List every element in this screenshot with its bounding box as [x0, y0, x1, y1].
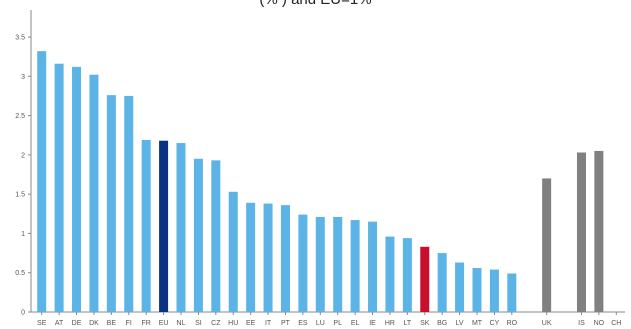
bar-lv [455, 262, 465, 312]
bar-sk [420, 246, 430, 312]
bar-hr [385, 236, 395, 312]
bar-es [298, 214, 308, 312]
x-tick-label: HU [228, 320, 238, 327]
bar-el [350, 220, 360, 312]
bar-at [54, 63, 64, 312]
y-tick-label: 1 [21, 231, 25, 238]
bar-lu [315, 216, 325, 312]
x-tick-label: IT [265, 320, 272, 327]
bar-si [193, 158, 203, 312]
x-tick-label: BG [437, 320, 447, 327]
bar-pt [280, 205, 290, 312]
y-tick-label: 0 [21, 310, 25, 317]
bar-pl [333, 216, 343, 312]
x-tick-label: PL [333, 320, 342, 327]
x-tick-label: FI [126, 320, 132, 327]
x-tick-label: LV [456, 320, 464, 327]
x-tick-label: BE [107, 320, 117, 327]
x-tick-label: IS [578, 320, 585, 327]
bar-ie [368, 221, 378, 312]
x-tick-label: DE [72, 320, 82, 327]
x-tick-label: LT [404, 320, 412, 327]
bar-mt [472, 268, 482, 312]
bar-uk [542, 178, 552, 312]
x-tick-label: IE [369, 320, 376, 327]
y-tick-label: 3.5 [15, 35, 25, 42]
bar-is [576, 152, 586, 312]
bar-fi [124, 95, 134, 312]
bar-it [263, 203, 273, 312]
bar-be [106, 95, 116, 313]
bar-cz [211, 160, 221, 312]
x-tick-label: SE [37, 320, 47, 327]
y-tick-label: 1.5 [15, 192, 25, 199]
y-tick-label: 2 [21, 152, 25, 159]
bar-lt [402, 238, 412, 312]
x-tick-label: AT [55, 320, 64, 327]
bar-se [37, 51, 47, 313]
x-tick-label: CY [490, 320, 500, 327]
bar-fr [141, 139, 151, 312]
bar-dk [89, 74, 99, 312]
x-tick-label: CZ [211, 320, 221, 327]
x-tick-label: HR [385, 320, 395, 327]
x-tick-label: SI [195, 320, 202, 327]
x-tick-label: DK [89, 320, 99, 327]
x-tick-label: EL [351, 320, 360, 327]
x-tick-label: NL [177, 320, 186, 327]
x-tick-label: SK [420, 320, 430, 327]
x-tick-label: CH [611, 320, 621, 327]
x-tick-label: FR [142, 320, 151, 327]
bar-cy [489, 269, 499, 312]
bar-ro [507, 273, 517, 312]
x-tick-label: LU [316, 320, 325, 327]
bar-de [72, 66, 82, 312]
y-tick-label: 3 [21, 74, 25, 81]
bar-ee [246, 202, 256, 312]
x-tick-label: UK [542, 320, 552, 327]
x-tick-label: EU [159, 320, 169, 327]
x-tick-label: PT [281, 320, 291, 327]
bar-bg [437, 253, 447, 312]
x-tick-label: MT [472, 320, 483, 327]
bar-no [594, 150, 604, 312]
y-tick-label: 0.5 [15, 270, 25, 277]
chart-title: (% ) and EU=1% [0, 0, 631, 8]
y-tick-label: 2.5 [15, 113, 25, 120]
x-tick-label: NO [594, 320, 605, 327]
x-tick-label: RO [507, 320, 518, 327]
bar-eu [159, 140, 169, 312]
x-tick-label: ES [298, 320, 308, 327]
bar-nl [176, 143, 186, 312]
x-tick-label: EE [246, 320, 256, 327]
bar-hu [228, 191, 238, 312]
